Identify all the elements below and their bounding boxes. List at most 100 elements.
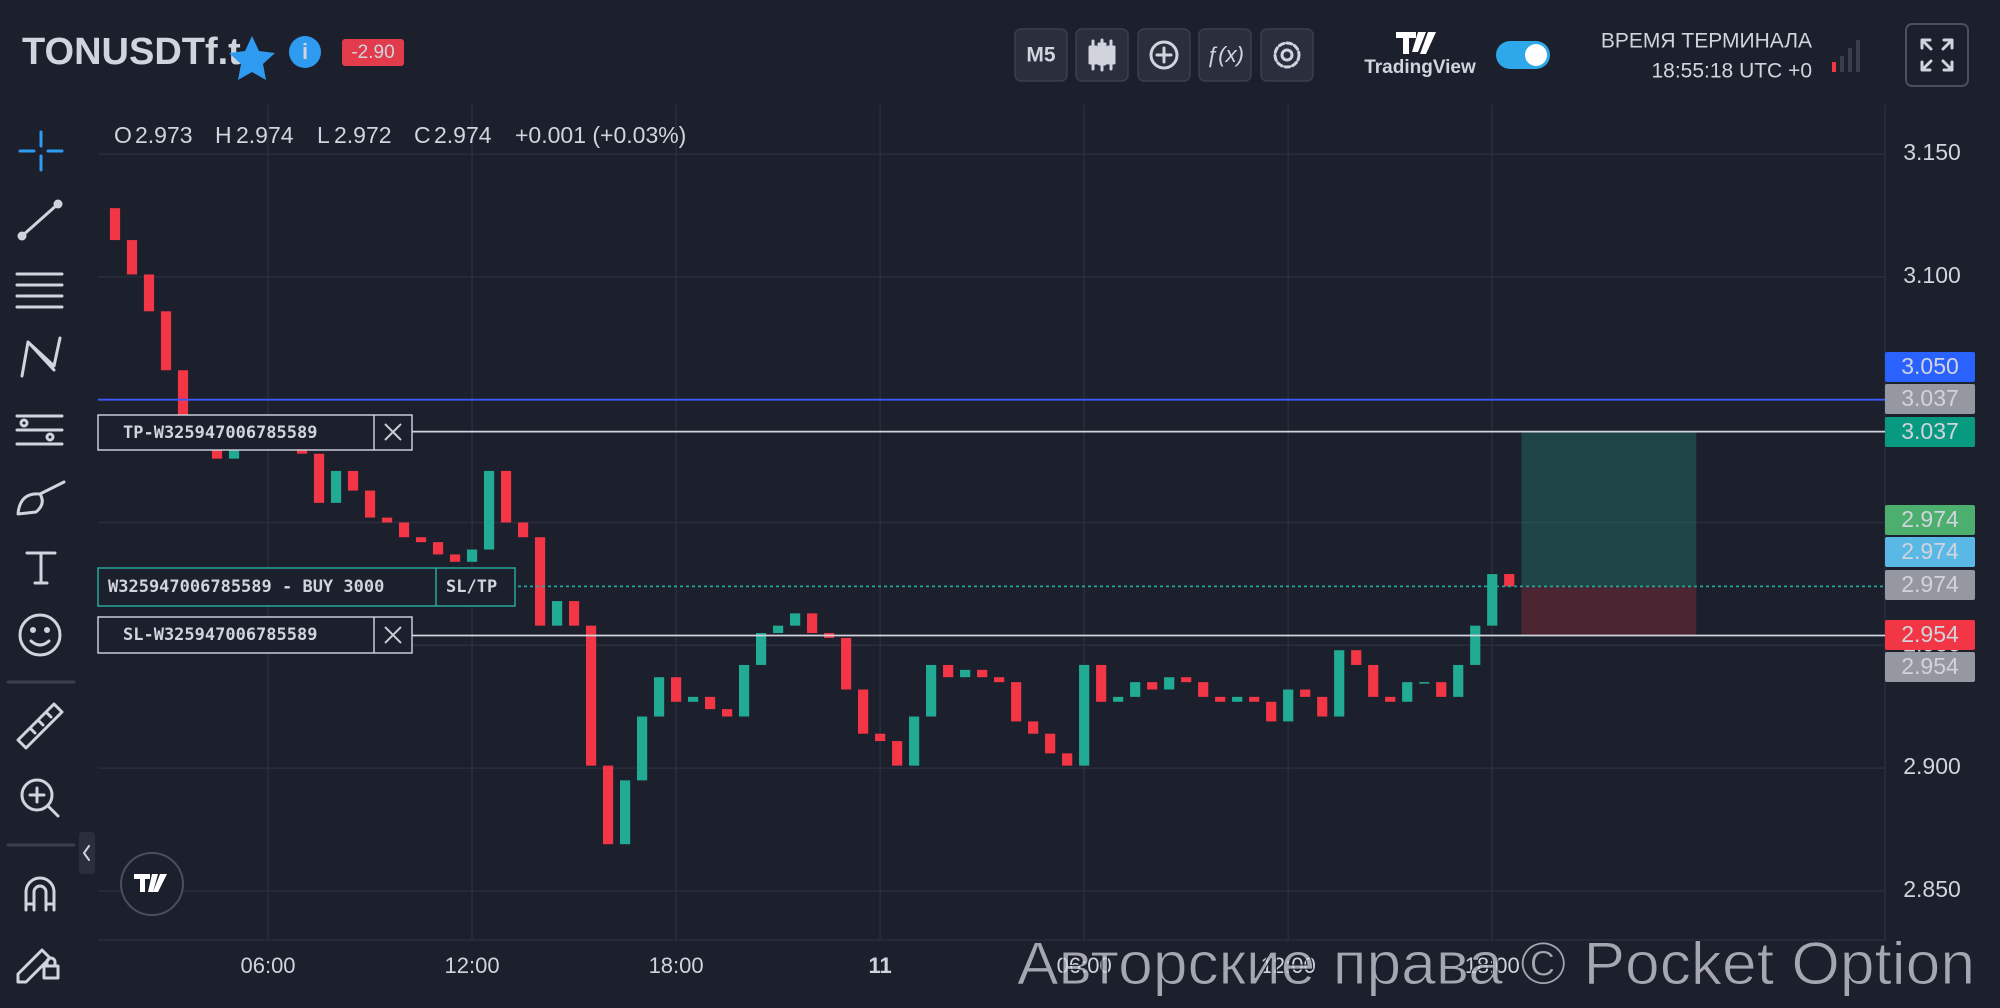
candle [381,517,393,523]
tp-label-box[interactable] [97,414,413,451]
symbol[interactable]: TONUSDTf.t [22,31,241,73]
candle [1385,696,1396,702]
legend-label: O [114,122,132,148]
candle [1266,701,1277,722]
candle [109,208,121,241]
price-tag [1885,417,1975,447]
sltp-button[interactable]: SL/TP [446,577,497,597]
candle [1504,574,1515,587]
price-tag-label: 3.050 [1901,353,1959,379]
zoom-tool[interactable] [20,778,60,818]
candle [1232,696,1243,702]
candle [1045,733,1056,754]
overlay: 3.050 3.037 3.037 2.974 2.974 2.974 2.954 2.954 [98,352,1975,682]
order-labels: TP-W325947006785589 W325947006785589 - B… [97,414,516,654]
candle [841,637,852,690]
candle [1147,682,1158,690]
change-value: -2.90 [351,42,394,63]
fullscreen-button[interactable] [1905,23,1969,87]
candle [551,601,563,626]
x-tick-label: 06:00 [240,953,295,978]
price-tag [1885,570,1975,600]
x-tick-label: 12:00 [1261,953,1316,978]
brush-tool[interactable] [16,480,66,516]
candle [1334,650,1345,717]
tv-badge-logo [134,874,167,892]
candles-icon [1088,38,1116,72]
candle [330,470,342,503]
sl-label: SL-W325947006785589 [123,625,317,645]
add-icon [1149,40,1179,70]
candle [1096,664,1107,702]
x-tick-label: 18:00 [649,953,704,978]
price-tag [1885,352,1975,382]
candle [960,669,971,678]
price-tag [1885,537,1975,567]
candle [1113,696,1124,702]
crosshair-tool[interactable] [18,130,64,172]
legend-label: L [317,122,330,148]
emoji-tool[interactable] [18,613,62,657]
candle [892,741,903,766]
candle [1351,650,1362,665]
text-tool[interactable] [25,551,57,585]
candle [1164,677,1175,690]
legend-value: 2.974 [236,122,294,148]
price-tag-label: 3.037 [1901,385,1959,411]
candle [364,490,376,518]
candle [585,625,597,766]
indicators-button[interactable] [1198,28,1252,82]
candle [858,689,869,734]
line-tool[interactable] [17,199,63,241]
position-label: W325947006785589 - BUY 3000 [108,577,384,597]
candle [313,453,325,503]
candle [1317,696,1328,717]
candle [636,716,648,781]
timeframe-button[interactable] [1014,28,1068,82]
candle [1436,682,1447,697]
close-sl[interactable] [384,626,402,644]
candle [687,696,699,702]
fullscreen-icon [1920,38,1954,72]
info-icon[interactable] [289,36,321,68]
collapse-toolbar[interactable] [79,832,95,874]
x-tick-label: 11 [868,953,891,978]
magnet-tool[interactable] [24,876,56,912]
ruler-tool[interactable] [16,702,64,750]
candle [1487,574,1498,626]
pattern-tool[interactable] [20,336,62,378]
position-label-box[interactable] [97,567,516,607]
price-tag [1885,384,1975,414]
candle [722,709,733,717]
candle [619,780,631,845]
candle [756,633,767,665]
candle [1453,664,1464,697]
candle [1402,682,1413,702]
favorite-star[interactable] [229,36,275,80]
y-tick-label: 2.900 [1903,753,1961,779]
forecast-tool[interactable] [15,414,64,446]
indicators-icon: ƒ(x) [1206,42,1244,67]
candle [943,664,954,678]
sl-label-box[interactable] [97,616,413,654]
price-tag-label: 2.974 [1901,538,1959,564]
fib-tool[interactable] [15,272,64,309]
price-tag-label: 3.037 [1901,418,1959,444]
candle [994,677,1005,683]
terminal-time-label: ВРЕМЯ ТЕРМИНАЛА [1601,30,1812,53]
candle [807,613,818,634]
y-tick-label: 3.100 [1903,262,1961,288]
candle [790,613,801,626]
candle [1062,753,1073,766]
close-tp[interactable] [384,423,402,441]
lock-tool[interactable] [16,948,60,984]
signal-bars [1832,40,1860,72]
settings-button[interactable] [1260,28,1314,82]
x-tick-label: 18:00 [1465,953,1520,978]
candle [347,470,359,491]
candle [705,696,716,710]
candle [739,664,750,717]
candle [1181,677,1192,683]
